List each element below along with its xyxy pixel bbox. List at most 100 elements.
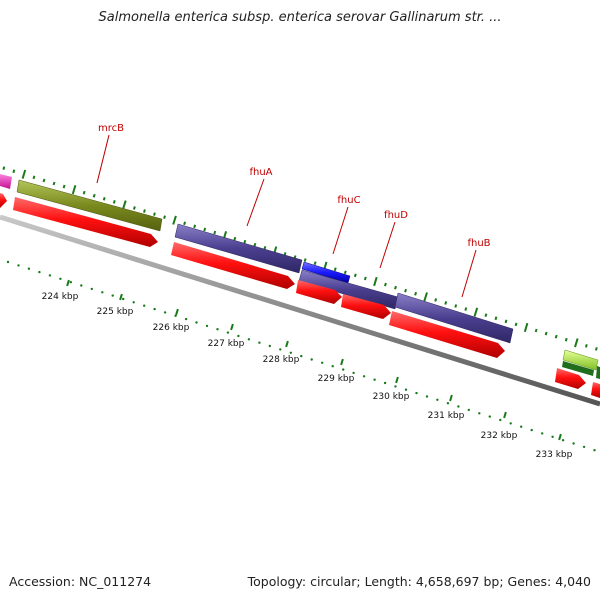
ruler-major-tick xyxy=(340,358,344,366)
magenta-feature[interactable] xyxy=(0,174,12,189)
green-feature-edge[interactable] xyxy=(596,366,600,379)
ruler-dot xyxy=(90,287,94,291)
ruler-dot xyxy=(258,341,261,344)
red-cds-fhuC[interactable] xyxy=(296,280,342,304)
ruler-major-tick xyxy=(503,411,507,419)
gc-tick xyxy=(263,246,267,250)
ruler-dot xyxy=(593,449,596,452)
red-cds-arrow-right-a[interactable] xyxy=(555,368,586,389)
ruler-dot xyxy=(467,408,470,412)
ruler-label-225: 225 kbp xyxy=(97,307,134,317)
gc-tick xyxy=(303,258,307,262)
gc-tick xyxy=(404,288,407,293)
ruler-dot xyxy=(268,344,271,348)
gc-tick xyxy=(544,331,548,336)
ruler-major-tick xyxy=(175,308,179,316)
red-cds-fhuA[interactable] xyxy=(171,242,295,289)
gc-tick xyxy=(454,304,458,308)
ruler-major-tick xyxy=(230,323,234,331)
gc-tick xyxy=(484,313,488,318)
gene-label-fhuC: fhuC xyxy=(337,195,360,206)
ruler-major-tick xyxy=(449,394,453,402)
ruler-dot xyxy=(362,375,366,378)
ruler-dot xyxy=(457,405,460,408)
ruler-dot xyxy=(310,358,313,361)
gc-tick xyxy=(233,236,237,241)
ruler-dot xyxy=(195,321,198,324)
gc-tick xyxy=(384,282,387,287)
gc-tick xyxy=(494,316,498,321)
ruler-dot xyxy=(342,368,345,371)
gc-tick xyxy=(183,221,187,226)
gene-label-fhuB: fhuB xyxy=(467,238,490,249)
gc-tick xyxy=(373,276,378,287)
label-line-fhuA xyxy=(246,178,265,227)
gc-tick xyxy=(143,209,146,213)
gc-tick xyxy=(203,227,207,232)
label-line-fhuB xyxy=(461,249,477,298)
backbone-circle xyxy=(0,214,600,407)
gc-tick xyxy=(2,166,6,170)
green-feature[interactable] xyxy=(562,361,594,376)
gc-tick-marks xyxy=(2,166,598,351)
gc-tick xyxy=(112,199,116,204)
red-cds-fhuB[interactable] xyxy=(389,311,505,358)
gc-tick xyxy=(32,175,36,180)
fhuD-gene[interactable] xyxy=(298,269,399,310)
accession-text: Accession: NC_011274 xyxy=(9,574,151,589)
mrcB-gene[interactable] xyxy=(16,179,163,232)
gc-tick xyxy=(243,239,247,244)
gene-label-fhuA: fhuA xyxy=(249,167,272,178)
red-cds-arrow-right-b[interactable] xyxy=(591,382,600,398)
fhuA-gene[interactable] xyxy=(174,223,303,274)
ruler-dot xyxy=(561,439,565,442)
fhuB-gene[interactable] xyxy=(394,292,514,344)
ruler-dot xyxy=(174,314,177,317)
gc-tick xyxy=(363,276,367,281)
ruler-dot xyxy=(352,371,355,375)
red-cds-mrcB[interactable] xyxy=(13,197,158,247)
gc-tick xyxy=(92,193,96,198)
ruler-dot xyxy=(383,381,387,385)
gc-tick xyxy=(343,270,347,275)
red-cds-fhuD[interactable] xyxy=(341,294,391,319)
ruler-label-229: 229 kbp xyxy=(318,374,355,384)
ruler-major-tick xyxy=(395,376,399,384)
ruler-dot xyxy=(331,365,334,368)
gene-label-lines xyxy=(96,134,477,298)
ruler-dot xyxy=(226,331,230,334)
ruler-label-232: 232 kbp xyxy=(481,431,518,441)
gc-tick xyxy=(534,328,538,333)
ruler-dot xyxy=(27,267,31,270)
gc-tick xyxy=(464,307,468,311)
red-cds-arrow-left[interactable] xyxy=(0,193,7,208)
ruler-label-224: 224 kbp xyxy=(42,292,79,302)
ruler-dot xyxy=(205,324,209,328)
ruler-dot xyxy=(530,428,533,432)
ruler-dot xyxy=(541,432,544,435)
ruler-label-227: 227 kbp xyxy=(208,339,245,349)
gc-tick xyxy=(132,206,136,210)
gc-tick xyxy=(71,185,77,195)
gc-tick xyxy=(193,224,197,229)
gc-tick xyxy=(414,291,418,296)
ruler-dot xyxy=(6,260,10,264)
lime-feature[interactable] xyxy=(562,349,599,371)
gc-tick xyxy=(554,334,558,339)
ruler-dot xyxy=(59,277,62,280)
gc-tick xyxy=(253,242,257,247)
ruler-dot xyxy=(101,291,104,294)
ruler-dot xyxy=(520,425,523,428)
ruler-dot xyxy=(509,422,512,425)
label-line-fhuD xyxy=(379,221,396,269)
ruler-dot xyxy=(436,398,439,401)
ruler-label-228: 228 kbp xyxy=(263,355,300,365)
ruler-dot xyxy=(216,328,219,331)
gc-tick xyxy=(473,307,479,317)
gc-tick xyxy=(353,273,357,278)
ruler-label-233: 233 kbp xyxy=(536,450,573,460)
ruler-dot xyxy=(247,338,251,341)
ruler-dot xyxy=(373,378,376,381)
ruler-dot xyxy=(572,442,575,445)
